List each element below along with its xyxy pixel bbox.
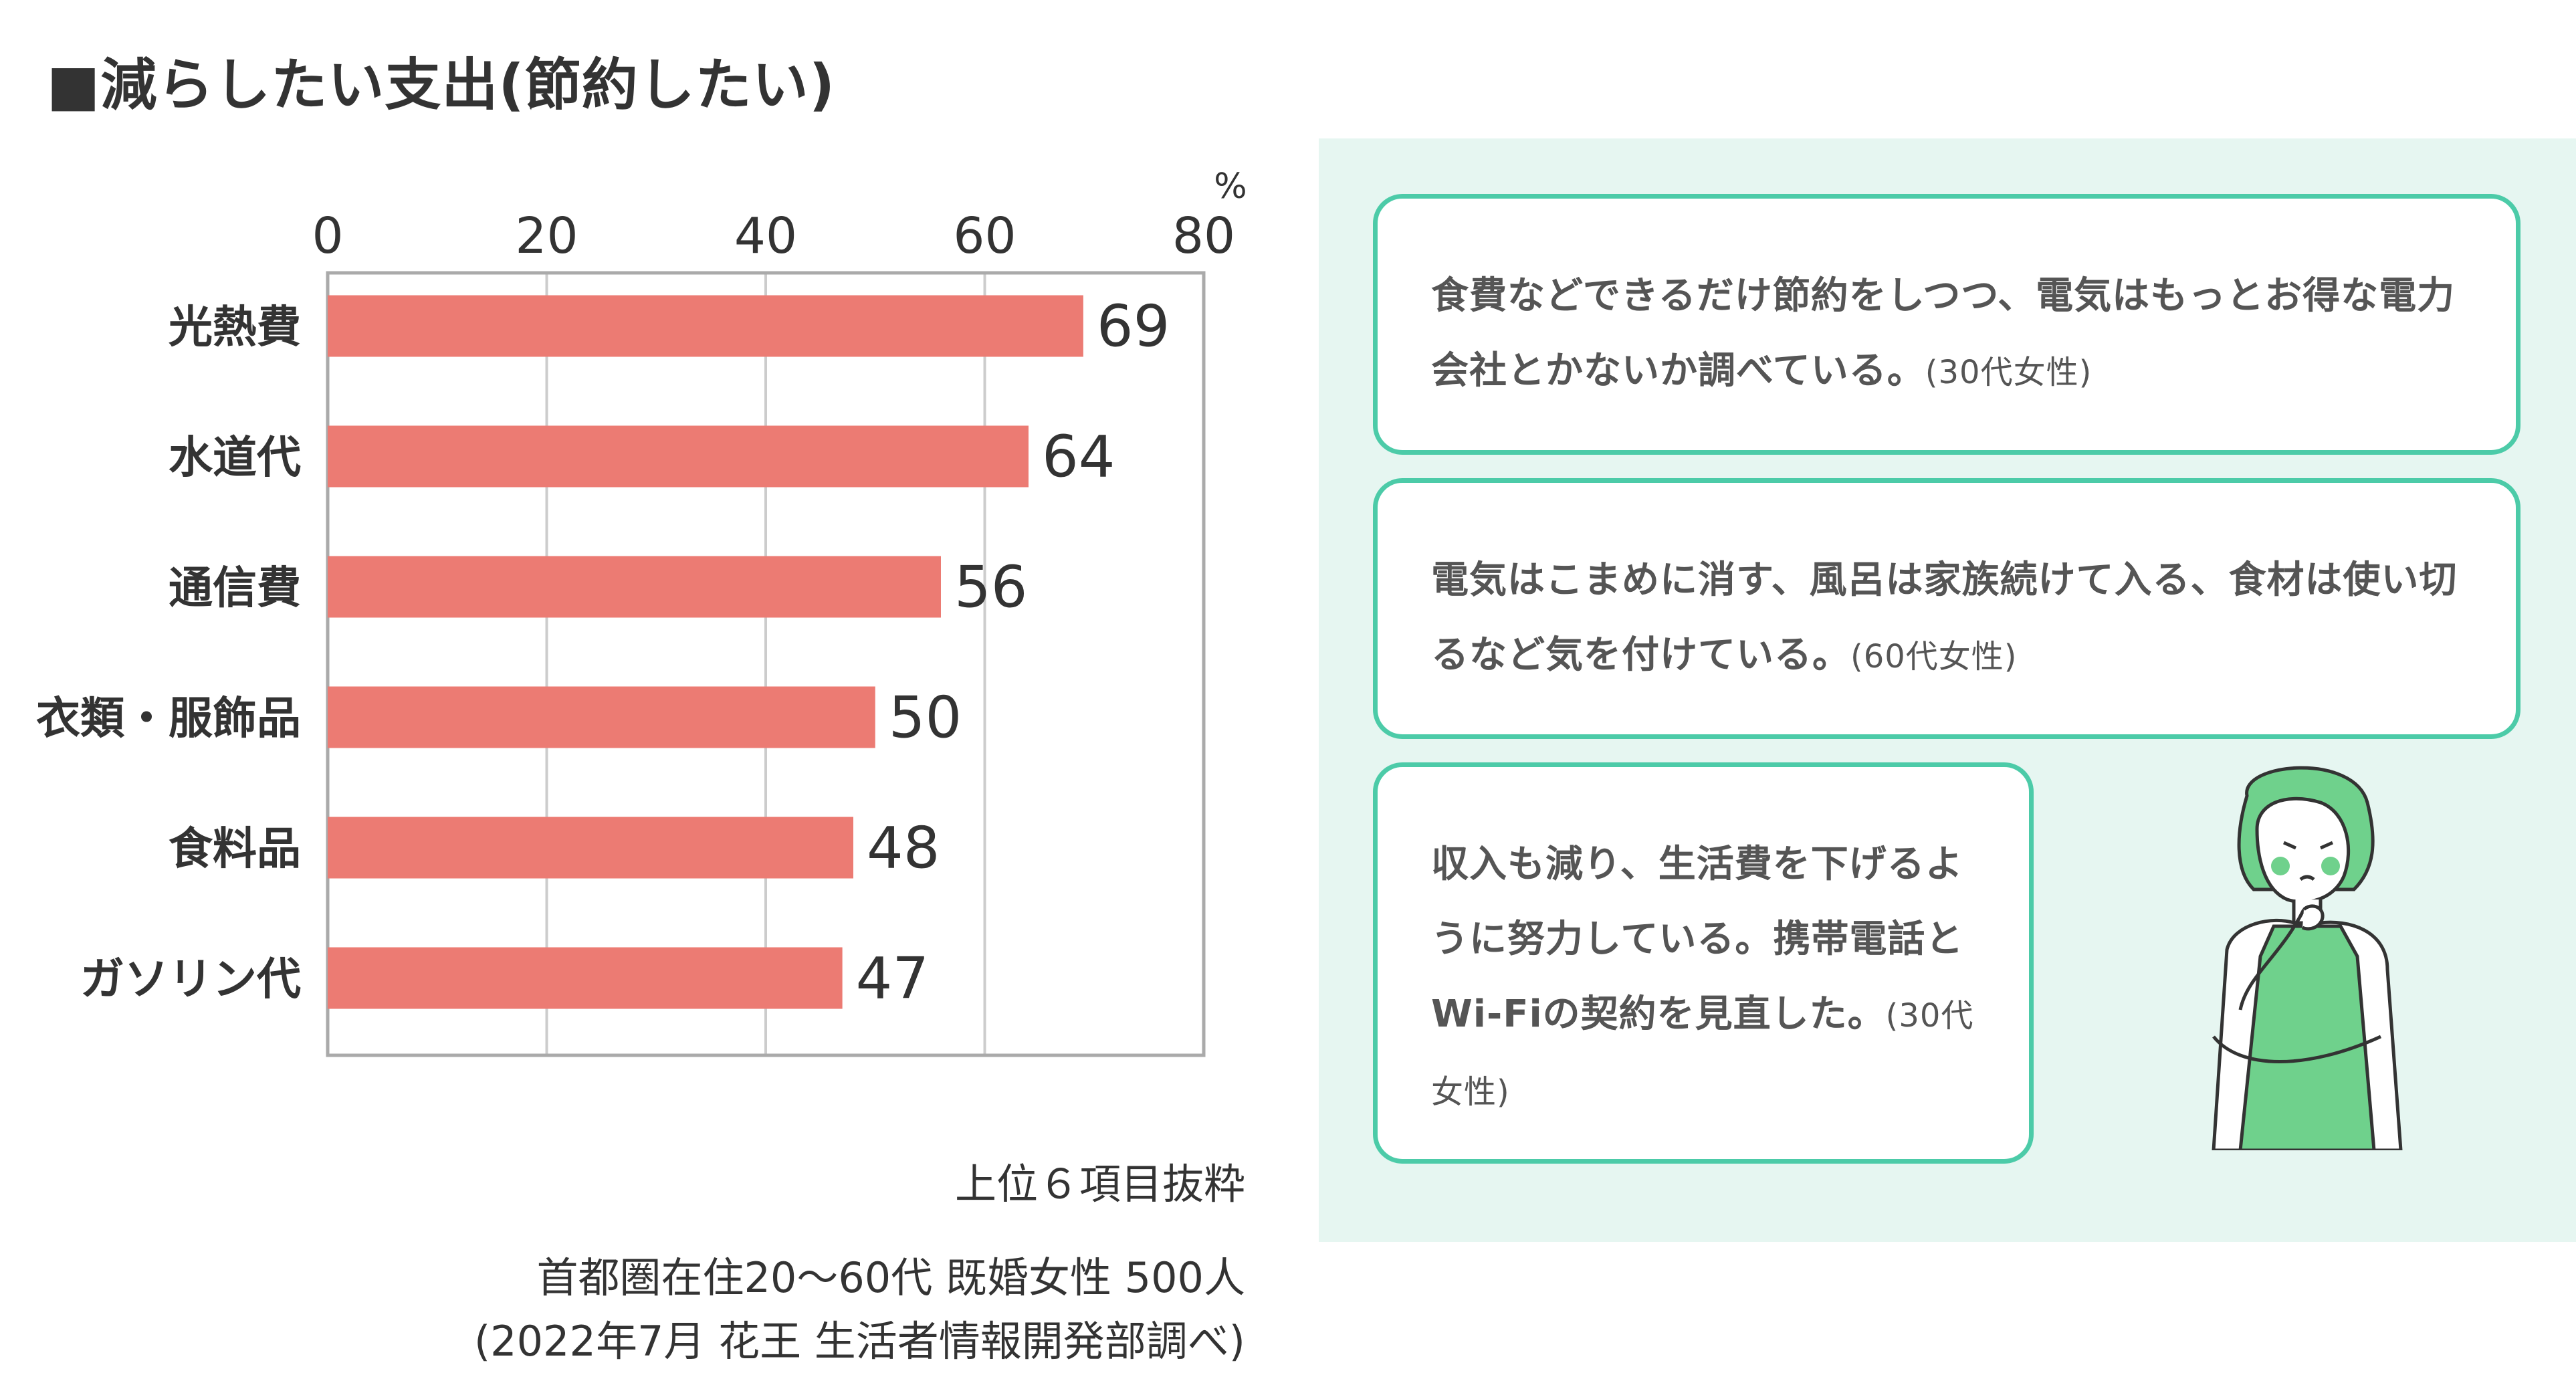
comment-bubble-3: 収入も減り、生活費を下げるように努力している。携帯電話とWi-Fiの契約を見直し… xyxy=(1373,762,2034,1164)
plot-frame xyxy=(326,271,1206,1057)
comment-2-quote: 電気はこまめに消す、風呂は家族続けて入る、食材は使い切るなど気を付けている。 xyxy=(1431,558,2458,677)
comment-1-quote: 食費などできるだけ節約をしつつ、電気はもっとお得な電力会社とかないか調べている。 xyxy=(1431,274,2456,393)
comment-1-author: (30代女性) xyxy=(1925,354,2092,391)
x-tick-label: 0 xyxy=(312,207,343,265)
x-tick-label: 80 xyxy=(1172,207,1235,265)
value-label: 69 xyxy=(1097,294,1170,360)
category-label: 光熱費 xyxy=(169,302,301,353)
bar xyxy=(328,686,875,748)
top6-note: 上位６項目抜粋 xyxy=(954,1160,1245,1208)
unit-label: % xyxy=(1214,167,1247,207)
bar xyxy=(328,295,1083,357)
value-label: 47 xyxy=(856,946,929,1013)
comment-bubble-2: 電気はこまめに消す、風呂は家族続けて入る、食材は使い切るなど気を付けている。(6… xyxy=(1373,478,2520,739)
comment-3-text: 収入も減り、生活費を下げるように努力している。携帯電話とWi-Fiの契約を見直し… xyxy=(1431,827,1989,1130)
bars xyxy=(328,295,1083,1009)
x-axis: 0 20 40 60 80% xyxy=(312,167,1247,265)
bar xyxy=(328,817,853,879)
x-tick-label: 40 xyxy=(734,207,797,265)
value-label: 48 xyxy=(867,815,940,882)
value-label: 56 xyxy=(954,554,1027,621)
comment-3-quote: 収入も減り、生活費を下げるように努力している。携帯電話とWi-Fiの契約を見直し… xyxy=(1431,843,1964,1036)
comment-3-author: (30代女性) xyxy=(1431,997,1974,1111)
grid xyxy=(326,271,1206,1057)
category-label: 食料品 xyxy=(169,823,301,875)
category-label: 衣類・服飾品 xyxy=(36,693,301,744)
bar xyxy=(328,947,843,1009)
labels: 光熱費 69 水道代 64 通信費 56 衣類・服飾品 50 食料品 48 ガソリン代 47 xyxy=(36,294,1170,1013)
survey-note-line2: (2022年7月 花王 生活者情報開発部調べ) xyxy=(473,1317,1245,1366)
comment-bubble-1: 食費などできるだけ節約をしつつ、電気はもっとお得な電力会社とかないか調べている。… xyxy=(1373,194,2520,455)
category-label: 水道代 xyxy=(169,432,301,484)
value-label: 50 xyxy=(889,685,962,752)
x-tick-label: 60 xyxy=(953,207,1016,265)
comment-2-text: 電気はこまめに消す、風呂は家族続けて入る、食材は使い切るなど気を付けている。(6… xyxy=(1431,543,2462,694)
bar-chart: 0 20 40 60 80% 光熱費 69 水道代 64 通信費 56 衣類・服飾品 50 食料品 48 ガ… xyxy=(36,167,1247,1057)
bar xyxy=(328,425,1029,488)
chart-title: ■減らしたい支出(節約したい) xyxy=(47,52,836,118)
thinking-woman-icon xyxy=(2212,766,2403,1150)
comment-2-author: (60代女性) xyxy=(1850,638,2018,675)
x-tick-label: 20 xyxy=(515,207,578,265)
survey-note-line1: 首都圏在住20～60代 既婚女性 500人 xyxy=(536,1253,1245,1302)
comment-1-text: 食費などできるだけ節約をしつつ、電気はもっとお得な電力会社とかないか調べている。… xyxy=(1431,259,2462,410)
category-label: 通信費 xyxy=(169,562,301,614)
category-label: ガソリン代 xyxy=(80,954,301,1005)
value-label: 64 xyxy=(1042,424,1115,491)
bar xyxy=(328,556,941,618)
